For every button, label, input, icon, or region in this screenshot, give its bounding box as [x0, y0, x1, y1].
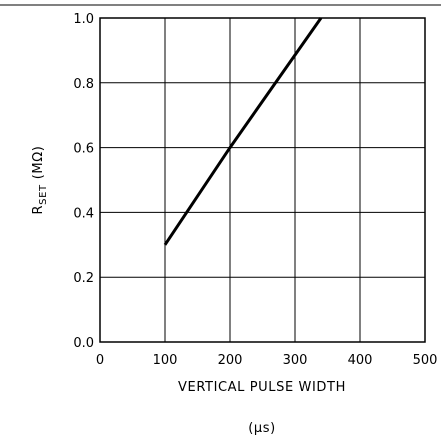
y-tick-label: 0.6 [73, 142, 94, 157]
x-tick-label: 400 [348, 353, 373, 368]
x-axis-unit: (μs) [248, 421, 276, 436]
y-tick-label: 0.0 [73, 336, 94, 351]
x-tick-label: 0 [96, 353, 104, 368]
x-axis-label: VERTICAL PULSE WIDTH [178, 380, 346, 395]
y-axis-label-main: R [31, 205, 46, 215]
x-tick-label: 100 [153, 353, 178, 368]
y-tick-label: 0.8 [73, 77, 94, 92]
tick-labels: 0 100 200 300 400 500 0.0 0.2 0.4 0.6 0.8 1.0 [73, 12, 437, 368]
x-tick-label: 500 [413, 353, 438, 368]
y-axis-label-sub: SET [38, 184, 49, 205]
grid [99, 17, 426, 343]
x-tick-label: 300 [283, 353, 308, 368]
series [163, 17, 323, 246]
y-tick-label: 0.4 [73, 206, 94, 221]
series-line [163, 17, 323, 246]
x-tick-label: 200 [218, 353, 243, 368]
y-axis-label: RSET (MΩ) [31, 146, 49, 215]
plot-frame [99, 17, 426, 343]
y-tick-label: 1.0 [73, 12, 94, 27]
y-tick-label: 0.2 [73, 271, 94, 286]
y-axis-label-unit: (MΩ) [31, 146, 46, 180]
